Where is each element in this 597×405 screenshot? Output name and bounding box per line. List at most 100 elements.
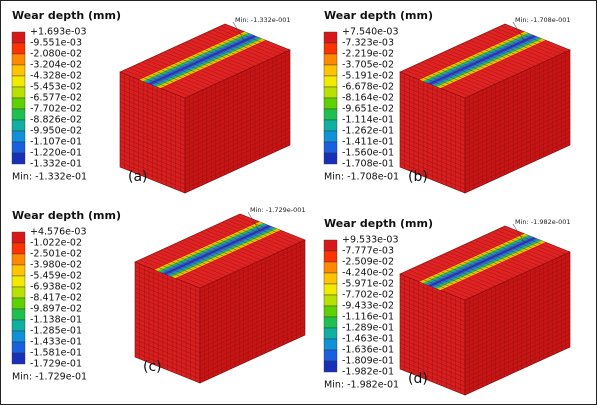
legend-label: -1.581e-01 (30, 348, 82, 359)
legend-swatch (324, 120, 337, 131)
legend-swatch (324, 273, 337, 284)
legend-label: +7.540e-03 (342, 27, 399, 38)
legend-swatch (12, 353, 25, 364)
legend-swatch (324, 262, 337, 273)
legend-label: -1.114e-01 (342, 115, 394, 126)
legend-swatch (324, 43, 337, 54)
legend-swatch (12, 98, 25, 109)
legend-swatch (324, 361, 337, 372)
legend-label: -1.463e-01 (342, 334, 394, 345)
legend-label: -3.980e-02 (30, 260, 82, 271)
legend-label: -1.636e-01 (342, 345, 394, 356)
legend-swatch (12, 131, 25, 142)
legend-label: -4.240e-02 (342, 268, 394, 279)
legend-label: -4.328e-02 (30, 71, 82, 82)
probe-label: Min: -1.729e-001 (250, 206, 306, 214)
panel-label: (b) (408, 169, 428, 185)
legend-swatch (324, 65, 337, 76)
legend-swatch (12, 287, 25, 298)
legend-label: -6.938e-02 (30, 282, 82, 293)
legend-title: Wear depth (mm) (12, 9, 121, 22)
legend-label: -1.022e-02 (30, 238, 82, 249)
legend-swatch (324, 131, 337, 142)
legend-label: -1.289e-01 (342, 323, 394, 334)
legend-title: Wear depth (mm) (324, 9, 433, 22)
legend-label: -9.551e-03 (30, 38, 82, 49)
panel-label: (d) (408, 371, 428, 387)
legend-label: -3.705e-02 (342, 60, 394, 71)
legend-label: -1.809e-01 (342, 356, 394, 367)
legend-swatch (12, 276, 25, 287)
legend-label: -2.501e-02 (30, 249, 82, 260)
panel-label: (a) (128, 169, 148, 185)
legend-label: -7.702e-02 (342, 290, 394, 301)
legend-swatch (324, 295, 337, 306)
min-label: Min: -1.332e-01 (12, 172, 87, 183)
legend-swatch (324, 240, 337, 251)
legend-swatch (12, 320, 25, 331)
figure: Wear depth (mm) +1.693e-03-9.551e-03-2.08… (0, 0, 597, 405)
legend-swatch (12, 142, 25, 153)
legend-swatch (12, 265, 25, 276)
legend-swatch (12, 54, 25, 65)
legend-swatch (324, 284, 337, 295)
legend-swatch (12, 109, 25, 120)
legend-swatch (12, 243, 25, 254)
legend-swatch (324, 339, 337, 350)
legend-swatch (12, 87, 25, 98)
legend-label: -7.777e-03 (342, 246, 394, 257)
legend-swatch (324, 153, 337, 164)
legend-swatch (12, 76, 25, 87)
legend-swatch (324, 306, 337, 317)
legend-label: -1.285e-01 (30, 326, 82, 337)
legend-label: -3.204e-02 (30, 60, 82, 71)
legend-label: -8.164e-02 (342, 93, 394, 104)
legend-label: -2.080e-02 (30, 49, 82, 60)
legend-label: -1.729e-01 (30, 359, 82, 370)
legend-label: -9.433e-02 (342, 301, 394, 312)
legend-swatch (324, 87, 337, 98)
legend-label: -1.116e-01 (342, 312, 394, 323)
legend-label: -1.138e-01 (30, 315, 82, 326)
legend-label: -5.971e-02 (342, 279, 394, 290)
legend-swatch (324, 350, 337, 361)
legend-label: -6.678e-02 (342, 82, 394, 93)
legend-swatch (324, 76, 337, 87)
legend-swatch (12, 43, 25, 54)
legend-swatch (12, 32, 25, 43)
min-label: Min: -1.729e-01 (12, 372, 87, 383)
legend-label: -1.708e-01 (342, 159, 394, 170)
legend-swatch (324, 32, 337, 43)
legend-swatch (324, 142, 337, 153)
panel-label: (c) (143, 359, 162, 375)
legend-label: -8.826e-02 (30, 115, 82, 126)
legend-label: -1.262e-01 (342, 126, 394, 137)
min-label: Min: -1.708e-01 (324, 172, 399, 183)
legend-label: -1.332e-01 (30, 159, 82, 170)
legend-label: +4.576e-03 (30, 227, 87, 238)
legend-label: -7.702e-02 (30, 104, 82, 115)
legend-swatch (12, 342, 25, 353)
legend-label: +1.693e-03 (30, 27, 87, 38)
legend-swatch (12, 232, 25, 243)
legend-swatch (324, 328, 337, 339)
legend-swatch (12, 331, 25, 342)
legend-label: -1.107e-01 (30, 137, 82, 148)
legend-swatch (12, 309, 25, 320)
legend-swatch (324, 109, 337, 120)
legend-title: Wear depth (mm) (12, 209, 121, 222)
probe-label: Min: -1.708e-001 (515, 16, 571, 24)
legend-swatch (12, 254, 25, 265)
legend-label: -6.577e-02 (30, 93, 82, 104)
legend-label: -7.323e-03 (342, 38, 394, 49)
legend-swatch (324, 251, 337, 262)
legend-label: +9.533e-03 (342, 235, 399, 246)
legend-label: -1.982e-01 (342, 367, 394, 378)
legend-label: -9.897e-02 (30, 304, 82, 315)
legend-label: -8.417e-02 (30, 293, 82, 304)
legend-swatch (324, 317, 337, 328)
legend-label: -9.950e-02 (30, 126, 82, 137)
legend-label: -5.191e-02 (342, 71, 394, 82)
legend-swatch (12, 120, 25, 131)
legend-label: -2.509e-02 (342, 257, 394, 268)
